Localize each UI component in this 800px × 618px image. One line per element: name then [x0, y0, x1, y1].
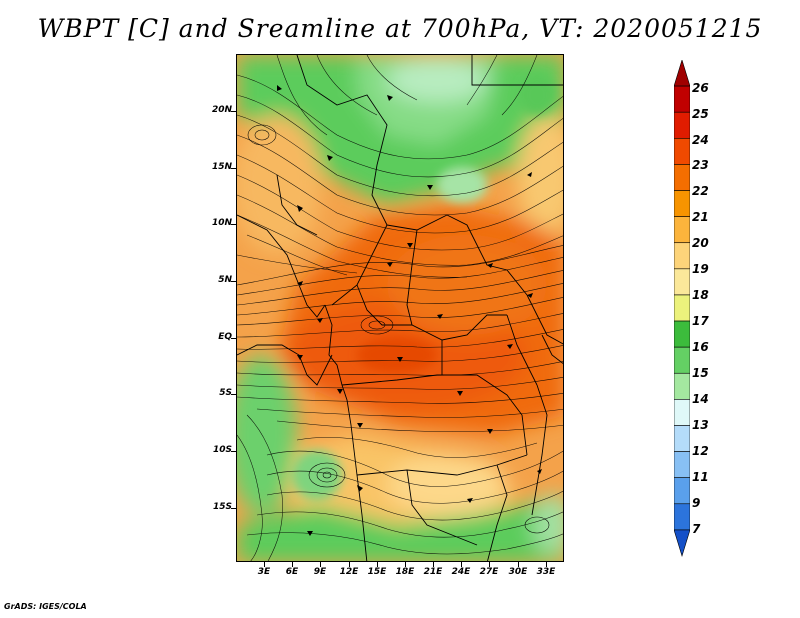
colorbar-segment	[674, 85, 690, 113]
streamlines	[237, 55, 563, 561]
colorbar-segment	[674, 242, 690, 270]
lon-label: 9E	[313, 567, 327, 577]
footer-credit: GrADS: IGES/COLA	[4, 602, 87, 611]
colorbar-segment	[674, 425, 690, 452]
chart-title: WBPT [C] and Sreamline at 700hPa, VT: 20…	[37, 14, 763, 43]
colorbar-label: 19	[692, 262, 709, 276]
lon-label: 18E	[395, 567, 415, 577]
vortices	[247, 124, 550, 534]
colorbar-segment	[674, 320, 690, 348]
lat-label: 10S	[212, 445, 232, 455]
lat-label: 5N	[218, 275, 232, 285]
colorbar-segment	[674, 216, 690, 244]
colorbar-segment	[674, 190, 690, 217]
lat-label: 20N	[211, 105, 232, 115]
lon-label: 12E	[339, 567, 359, 577]
colorbar-label: 15	[692, 366, 709, 380]
colorbar-segment	[674, 268, 690, 296]
colorbar-label: 24	[692, 133, 709, 147]
wbpt-map	[237, 55, 563, 561]
lon-label: 3E	[257, 567, 271, 577]
country-borders	[237, 55, 563, 561]
colorbar-label: 25	[692, 107, 709, 121]
lon-label: 33E	[536, 567, 556, 577]
colorbar-segment	[674, 451, 690, 478]
colorbar-label: 12	[692, 444, 709, 458]
colorbar-label: 14	[692, 392, 709, 406]
colorbar-label: 18	[692, 288, 709, 302]
lat-label: 15N	[211, 162, 232, 172]
colorbar-segment	[674, 111, 690, 139]
colorbar-segment	[674, 477, 690, 505]
colorbar-label: 16	[692, 340, 709, 354]
colorbar-segment	[674, 503, 690, 531]
lon-label: 30E	[508, 567, 528, 577]
colorbar-label: 20	[692, 236, 709, 250]
colorbar-segment	[674, 164, 690, 191]
lat-label: 10N	[211, 218, 232, 228]
colorbar-label: 9	[692, 496, 701, 510]
stream-arrows	[277, 85, 542, 536]
colorbar-label: 23	[692, 158, 709, 172]
lon-label: 27E	[479, 567, 499, 577]
colorbar-top-triangle	[674, 60, 690, 87]
colorbar-label: 13	[692, 418, 709, 432]
wbpt-field	[237, 55, 563, 561]
colorbar-label: 7	[692, 522, 701, 536]
colorbar-label: 17	[692, 314, 709, 328]
colorbar-label: 11	[692, 470, 709, 484]
lon-label: 6E	[285, 567, 299, 577]
map-panel	[236, 54, 564, 562]
colorbar-segment	[674, 372, 690, 400]
colorbar-label: 26	[692, 81, 709, 95]
colorbar-segment	[674, 138, 690, 165]
colorbar-label: 21	[692, 210, 709, 224]
colorbar-segment	[674, 294, 690, 322]
colorbar-segment	[674, 346, 690, 374]
colorbar-segments	[674, 60, 690, 558]
colorbar	[674, 60, 690, 558]
lat-label: 15S	[212, 502, 232, 512]
colorbar-bottom-triangle	[674, 529, 690, 558]
lat-label: 5S	[219, 388, 232, 398]
lon-label: 21E	[423, 567, 443, 577]
lon-label: 24E	[451, 567, 471, 577]
lon-label: 15E	[367, 567, 387, 577]
colorbar-segment	[674, 399, 690, 426]
lat-label: EQ	[218, 332, 232, 342]
colorbar-label: 22	[692, 184, 709, 198]
